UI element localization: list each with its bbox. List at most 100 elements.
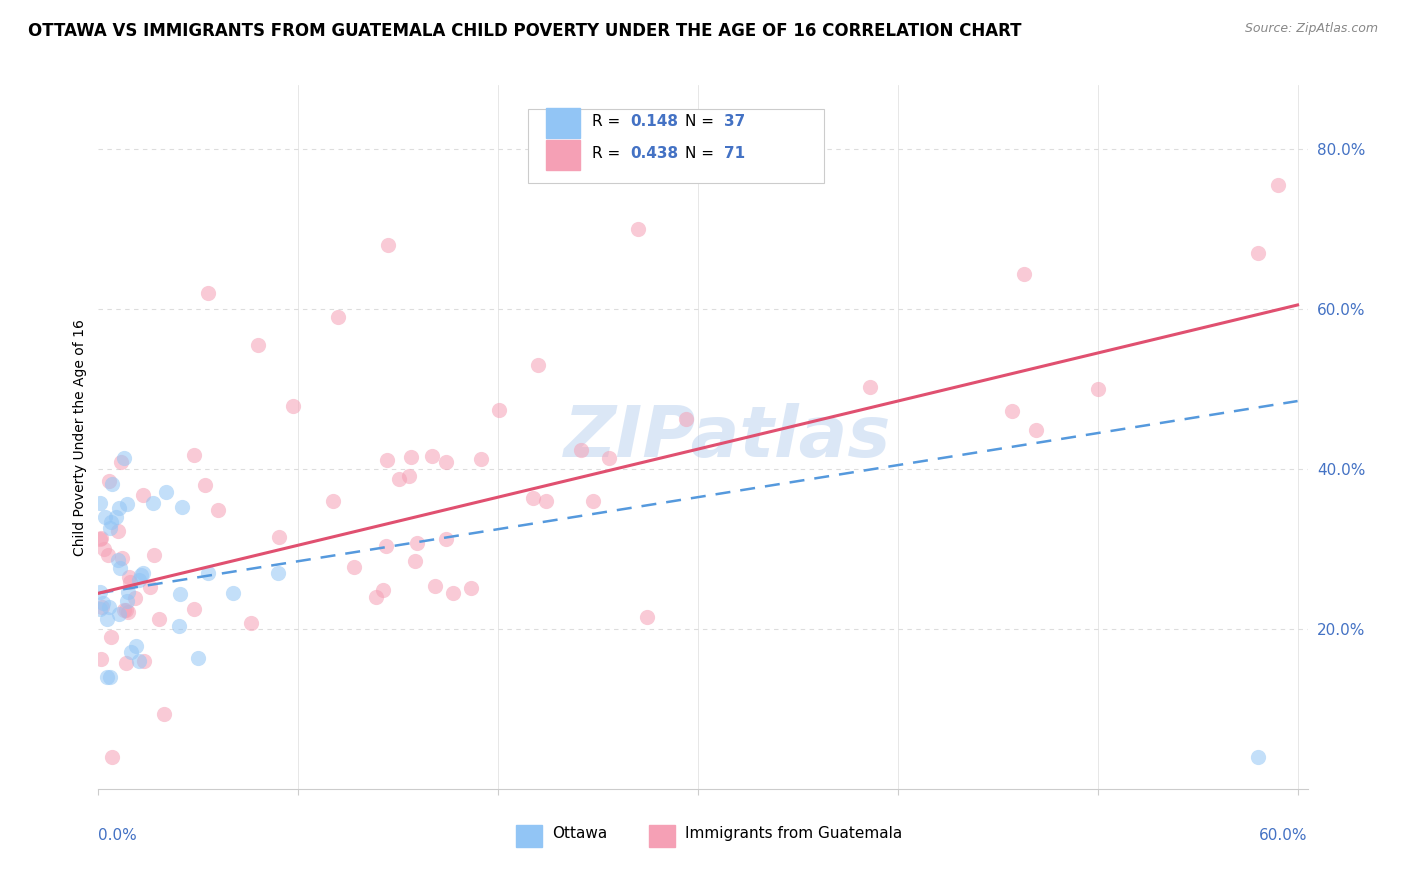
Point [152,706,174,721]
Point [374,539,396,553]
Point [91,596,114,610]
Point [111,551,134,566]
Point [110,455,132,469]
Point [328,310,350,324]
Point [371,583,394,598]
Point [569,443,592,458]
Point [207,503,229,517]
Point [388,472,411,486]
Point [128,654,150,668]
Text: 71: 71 [724,146,745,161]
Point [105,510,128,524]
Text: Source: ZipAtlas.com: Source: ZipAtlas.com [1244,22,1378,36]
Point [125,639,148,653]
Text: R =: R = [592,146,624,161]
Bar [546,140,579,170]
Point [343,560,366,574]
Point [172,500,194,514]
Point [107,524,129,538]
Point [470,452,492,467]
Point [239,615,262,630]
Point [97,474,120,488]
Point [90,652,112,666]
Point [434,455,457,469]
Point [375,453,398,467]
Point [1014,267,1036,281]
Point [142,548,165,562]
Point [1087,382,1109,396]
Point [142,496,165,510]
Point [117,605,139,619]
Point [115,602,138,616]
Point [1025,423,1047,437]
Point [186,651,208,665]
Point [1267,178,1289,192]
Point [89,496,111,510]
Point [399,450,422,465]
Text: Ottawa: Ottawa [551,826,607,840]
Text: 0.148: 0.148 [630,114,679,129]
Bar [516,824,543,847]
Point [322,494,344,508]
Point [247,338,270,352]
Point [98,599,121,614]
Point [132,566,155,581]
Point [404,554,426,568]
Point [96,670,118,684]
Point [100,516,122,530]
Point [120,645,142,659]
Text: R =: R = [592,114,624,129]
Point [129,568,152,582]
Point [112,451,135,466]
Point [598,451,620,466]
Text: 60.0%: 60.0% [1260,828,1308,843]
Point [281,399,304,413]
Point [1246,750,1268,764]
Point [441,586,464,600]
Point [93,541,115,556]
Point [527,358,550,372]
Text: N =: N = [685,114,718,129]
Point [194,478,217,492]
Point [398,469,420,483]
Point [169,587,191,601]
Point [89,602,111,616]
Point [859,380,882,394]
Point [131,488,153,502]
Point [269,530,291,544]
Point [582,494,605,508]
Point [132,654,155,668]
Point [267,566,290,581]
Point [107,552,129,566]
Point [675,412,697,426]
Text: N =: N = [685,146,718,161]
Point [155,484,177,499]
Point [1001,403,1024,417]
Point [110,561,132,575]
Point [89,585,111,599]
Point [1246,246,1268,260]
Point [148,612,170,626]
Point [434,532,457,546]
Point [536,494,558,508]
Point [97,548,120,562]
Point [90,600,112,615]
Text: 0.0%: 0.0% [98,828,138,843]
Point [364,590,387,604]
Point [425,579,447,593]
Point [128,573,150,587]
Point [117,584,139,599]
Point [96,612,118,626]
Point [377,238,399,252]
Bar [546,108,579,138]
Point [197,285,219,300]
Point [460,581,482,595]
Bar [648,824,675,847]
Point [101,750,124,764]
Point [115,656,138,670]
Point [93,509,115,524]
Point [522,491,544,505]
Point [636,609,658,624]
Point [627,222,650,236]
Text: Immigrants from Guatemala: Immigrants from Guatemala [685,826,903,840]
